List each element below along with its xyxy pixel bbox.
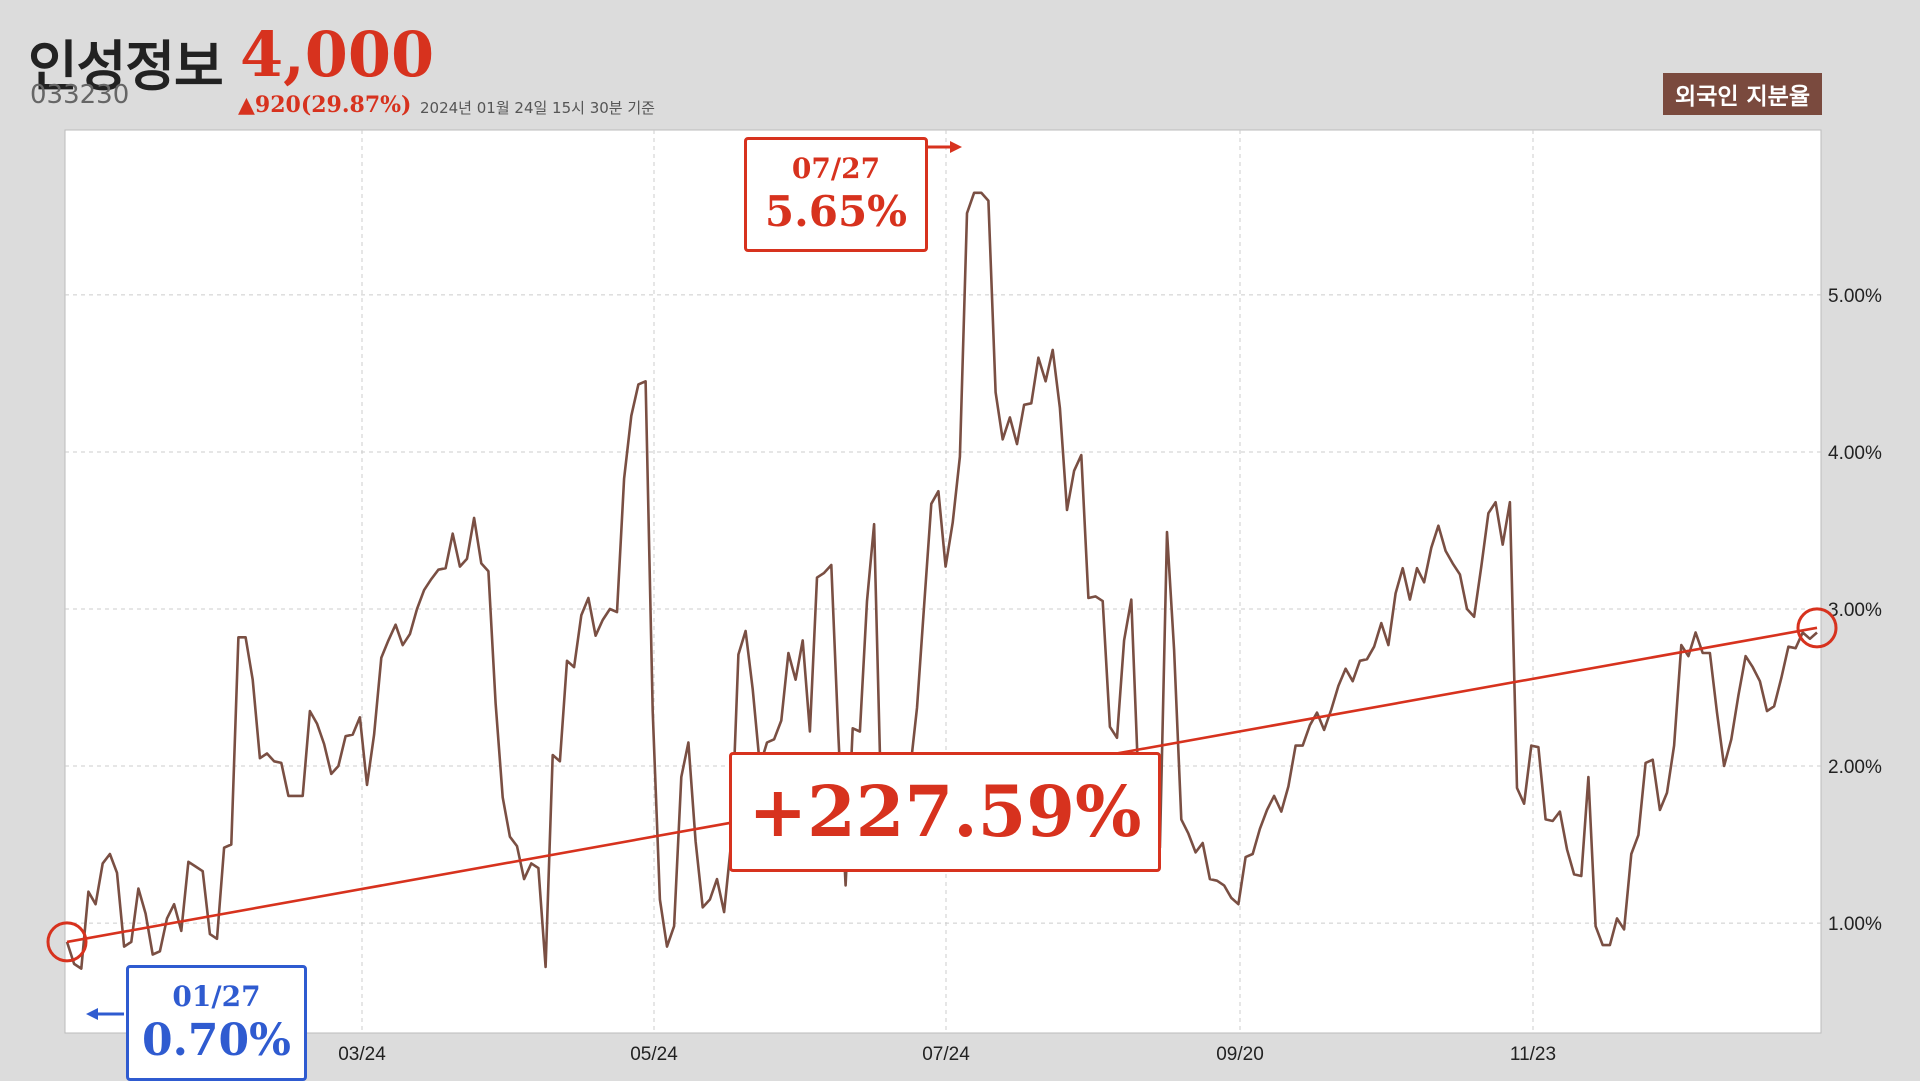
max-value: 5.65% (764, 187, 908, 236)
y-axis: 1.00% 2.00% 3.00% 4.00% 5.00% (1828, 286, 1882, 935)
y-tick-label: 5.00% (1828, 286, 1882, 307)
x-tick-label: 09/20 (1216, 1044, 1264, 1065)
x-tick-label: 03/24 (338, 1044, 386, 1065)
price-change: ▲920(29.87%) (238, 92, 412, 118)
x-tick-label: 11/23 (1510, 1044, 1556, 1065)
y-tick-label: 1.00% (1828, 914, 1882, 935)
x-tick-label: 05/24 (630, 1044, 678, 1065)
x-axis: 03/24 05/24 07/24 09/20 11/23 (338, 1044, 1556, 1065)
stock-name: 인성정보 (28, 35, 224, 98)
min-value: 0.70% (142, 1015, 291, 1066)
min-date: 01/27 (172, 980, 261, 1013)
series-line (65, 191, 1818, 970)
change-callout: +227.59% (729, 752, 1161, 872)
start-marker (46, 921, 88, 963)
min-callout: 01/27 0.70% (126, 965, 307, 1081)
max-date: 07/27 (791, 152, 881, 185)
stock-price: 4,000 (240, 18, 435, 91)
grid-lines (65, 130, 1821, 1033)
y-tick-label: 4.00% (1828, 443, 1882, 464)
end-marker (1796, 607, 1838, 649)
foreign-ownership-badge: 외국인 지분율 (1663, 73, 1822, 115)
y-tick-label: 2.00% (1828, 757, 1882, 778)
min-arrow (86, 1008, 124, 1020)
x-tick-label: 07/24 (922, 1044, 970, 1065)
y-tick-label: 3.00% (1828, 600, 1882, 621)
timestamp: 2024년 01월 24일 15시 30분 기준 (420, 99, 655, 117)
max-callout: 07/27 5.65% (744, 137, 928, 252)
plot-area (64, 129, 1822, 1034)
stock-code: 033230 (30, 80, 130, 110)
